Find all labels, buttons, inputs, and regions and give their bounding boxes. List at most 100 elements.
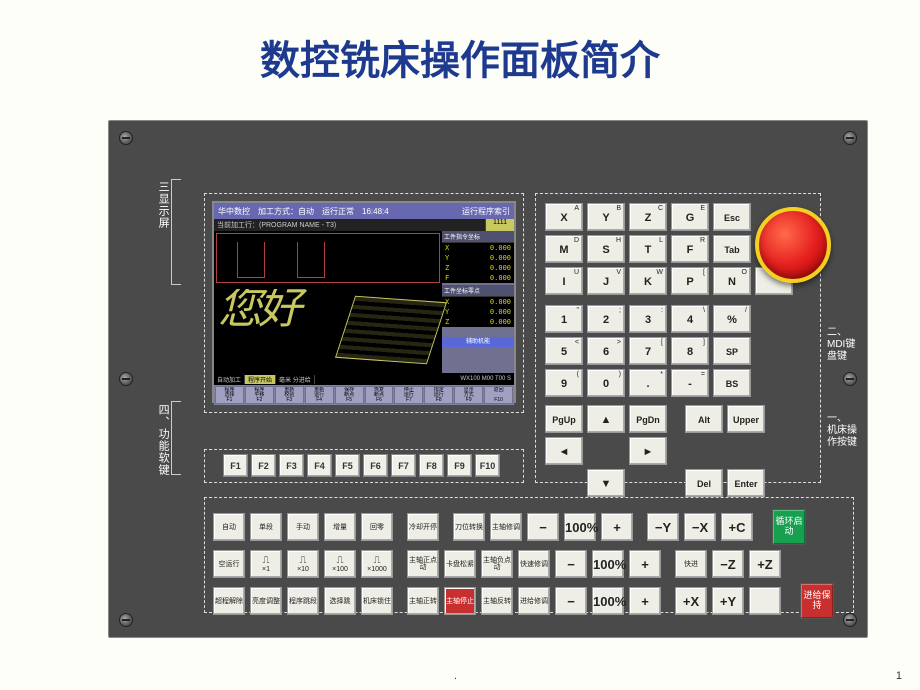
f-key-f2[interactable]: F2 xyxy=(251,454,276,477)
mdi-key[interactable]: )0 xyxy=(587,369,625,397)
mdi-key[interactable]: /% xyxy=(713,305,751,333)
mdi-key[interactable]: EG xyxy=(671,203,709,231)
machine-key[interactable]: 主轴正转 xyxy=(407,587,439,615)
machine-key[interactable]: 主轴负点动 xyxy=(481,550,513,578)
machine-key[interactable]: ⎍×1 xyxy=(250,550,282,578)
machine-key[interactable]: − xyxy=(527,513,559,541)
machine-key[interactable]: 回零 xyxy=(361,513,393,541)
cycle-start-button[interactable]: 循环启动 xyxy=(772,509,806,545)
machine-key[interactable]: 程序跳段 xyxy=(287,587,319,615)
mdi-key[interactable]: (9 xyxy=(545,369,583,397)
mdi-key[interactable]: ]8 xyxy=(671,337,709,365)
nav-key[interactable]: PgUp xyxy=(545,405,583,433)
machine-key[interactable]: 空运行 xyxy=(213,550,245,578)
lcd-menu-item[interactable]: 程序选择F1 xyxy=(215,386,244,404)
mdi-key[interactable]: CZ xyxy=(629,203,667,231)
mdi-key[interactable]: Tab xyxy=(713,235,751,263)
machine-key[interactable]: − xyxy=(555,587,587,615)
machine-key[interactable]: − xyxy=(555,550,587,578)
mdi-key[interactable]: Del xyxy=(685,469,723,497)
machine-key[interactable]: + xyxy=(629,550,661,578)
feed-hold-button[interactable]: 进给保持 xyxy=(800,583,834,619)
machine-key[interactable]: 增量 xyxy=(324,513,356,541)
machine-key[interactable]: +Y xyxy=(712,587,744,615)
mdi-key[interactable]: DM xyxy=(545,235,583,263)
machine-key[interactable]: 主轴停止 xyxy=(444,587,476,615)
mdi-key[interactable]: "1 xyxy=(545,305,583,333)
nav-key[interactable]: ▲ xyxy=(587,405,625,433)
machine-key[interactable]: 超程解除 xyxy=(213,587,245,615)
f-key-f10[interactable]: F10 xyxy=(475,454,500,477)
f-key-f8[interactable]: F8 xyxy=(419,454,444,477)
emergency-stop-button[interactable] xyxy=(755,207,831,283)
lcd-menu-item[interactable]: 重新运行F4 xyxy=(305,386,334,404)
mdi-key[interactable]: BS xyxy=(713,369,751,397)
f-key-f7[interactable]: F7 xyxy=(391,454,416,477)
f-key-f6[interactable]: F6 xyxy=(363,454,388,477)
mdi-key[interactable]: AX xyxy=(545,203,583,231)
machine-key[interactable]: ⎍×1000 xyxy=(361,550,393,578)
machine-key[interactable]: 主轴正点动 xyxy=(407,550,439,578)
machine-key[interactable]: 刀位转换 xyxy=(453,513,485,541)
machine-key[interactable]: 自动 xyxy=(213,513,245,541)
machine-key[interactable]: 进给修调 xyxy=(518,587,550,615)
machine-key[interactable]: 主轴反转 xyxy=(481,587,513,615)
machine-key[interactable]: 主轴修调 xyxy=(490,513,522,541)
mdi-key[interactable]: ;2 xyxy=(587,305,625,333)
machine-key[interactable]: + xyxy=(629,587,661,615)
mdi-key[interactable]: ON xyxy=(713,267,751,295)
machine-key[interactable]: 亮度调整 xyxy=(250,587,282,615)
mdi-key[interactable]: *. xyxy=(629,369,667,397)
machine-key[interactable] xyxy=(749,587,781,615)
f-key-f4[interactable]: F4 xyxy=(307,454,332,477)
machine-key[interactable]: ⎍×10 xyxy=(287,550,319,578)
mdi-key[interactable]: HS xyxy=(587,235,625,263)
mdi-key[interactable]: LT xyxy=(629,235,667,263)
mdi-key[interactable]: BY xyxy=(587,203,625,231)
machine-key[interactable]: 快速修调 xyxy=(518,550,550,578)
lcd-menu-item[interactable]: 停止运行F7 xyxy=(394,386,423,404)
lcd-menu-item[interactable]: 指定运行F8 xyxy=(424,386,453,404)
machine-key[interactable]: −Z xyxy=(712,550,744,578)
machine-key[interactable]: 卡盘松紧 xyxy=(444,550,476,578)
mdi-key[interactable]: UI xyxy=(545,267,583,295)
nav-key[interactable]: ◄ xyxy=(545,437,583,465)
mdi-key[interactable]: RF xyxy=(671,235,709,263)
lcd-menu-item[interactable]: 显示方式F9 xyxy=(454,386,483,404)
f-key-f5[interactable]: F5 xyxy=(335,454,360,477)
mdi-key[interactable]: \4 xyxy=(671,305,709,333)
mdi-key[interactable]: VJ xyxy=(587,267,625,295)
mdi-key[interactable]: <5 xyxy=(545,337,583,365)
mdi-key[interactable]: >6 xyxy=(587,337,625,365)
mdi-key[interactable]: SP xyxy=(713,337,751,365)
machine-key[interactable]: 选择跳 xyxy=(324,587,356,615)
lcd-menu-item[interactable]: 恢复断点F6 xyxy=(365,386,394,404)
mdi-key[interactable]: Upper xyxy=(727,405,765,433)
nav-key[interactable]: ► xyxy=(629,437,667,465)
mdi-key[interactable]: [P xyxy=(671,267,709,295)
machine-key[interactable]: −X xyxy=(684,513,716,541)
machine-key[interactable]: 100% xyxy=(564,513,596,541)
machine-key[interactable]: 机床锁住 xyxy=(361,587,393,615)
machine-key[interactable]: 100% xyxy=(592,587,624,615)
machine-key[interactable]: 手动 xyxy=(287,513,319,541)
lcd-menu-item[interactable]: 返回F10 xyxy=(484,386,513,404)
machine-key[interactable]: 100% xyxy=(592,550,624,578)
nav-key[interactable]: PgDn xyxy=(629,405,667,433)
mdi-key[interactable]: Esc xyxy=(713,203,751,231)
machine-key[interactable]: +C xyxy=(721,513,753,541)
machine-key[interactable]: + xyxy=(601,513,633,541)
f-key-f9[interactable]: F9 xyxy=(447,454,472,477)
mdi-key[interactable]: :3 xyxy=(629,305,667,333)
machine-key[interactable]: −Y xyxy=(647,513,679,541)
mdi-key[interactable]: [7 xyxy=(629,337,667,365)
f-key-f3[interactable]: F3 xyxy=(279,454,304,477)
lcd-menu-item[interactable]: 保存断点F5 xyxy=(335,386,364,404)
lcd-menu-item[interactable]: 重新校验F3 xyxy=(275,386,304,404)
mdi-key[interactable]: =- xyxy=(671,369,709,397)
mdi-key[interactable]: WK xyxy=(629,267,667,295)
machine-key[interactable]: +Z xyxy=(749,550,781,578)
machine-key[interactable]: ⎍×100 xyxy=(324,550,356,578)
mdi-key[interactable]: Alt xyxy=(685,405,723,433)
mdi-key[interactable]: Enter xyxy=(727,469,765,497)
